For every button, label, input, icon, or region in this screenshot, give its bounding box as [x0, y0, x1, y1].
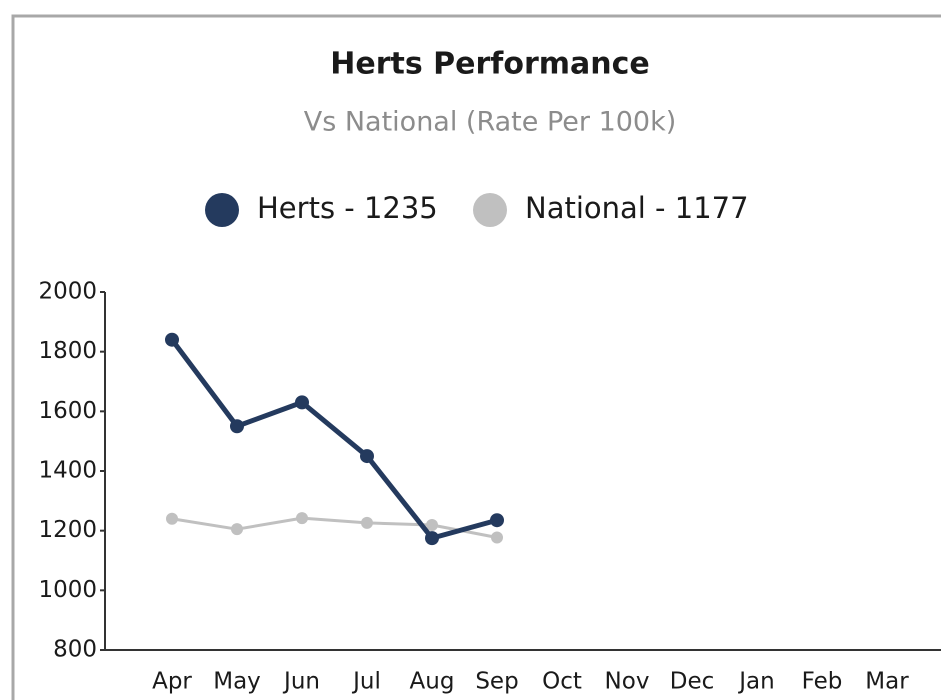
data-point — [491, 531, 503, 544]
chart-title: Herts Performance — [330, 47, 649, 82]
data-point — [230, 419, 244, 434]
chart-subtitle: Vs National (Rate Per 100k) — [304, 107, 677, 138]
y-tick-label: 800 — [53, 637, 97, 663]
data-point — [166, 512, 178, 525]
y-tick-label: 1200 — [38, 517, 97, 543]
x-tick-label: Mar — [865, 669, 909, 695]
data-point — [165, 332, 179, 347]
data-point — [231, 523, 243, 536]
x-tick-label: Jan — [737, 669, 774, 695]
x-tick-label: Jul — [351, 669, 381, 695]
data-point — [296, 512, 308, 525]
data-point — [361, 516, 373, 529]
data-point — [426, 518, 438, 531]
frame — [11, 14, 941, 700]
x-tick-label: Oct — [542, 669, 582, 695]
x-tick-label: Dec — [670, 669, 715, 695]
x-tick-label: Aug — [410, 669, 455, 695]
data-point — [425, 531, 439, 546]
y-tick-label: 1400 — [38, 458, 97, 484]
series-line — [171, 516, 498, 540]
data-point — [490, 513, 504, 528]
data-point — [295, 395, 309, 410]
x-tick-label: Sep — [475, 669, 518, 695]
x-tick-label: May — [213, 669, 261, 695]
data-point — [360, 449, 374, 464]
y-tick-label: 1000 — [38, 577, 97, 603]
series-line — [170, 338, 498, 541]
legend-marker — [473, 193, 507, 227]
y-tick-label: 2000 — [38, 279, 97, 305]
legend-label: Herts - 1235 — [257, 191, 438, 225]
legend-label: National - 1177 — [525, 191, 749, 225]
y-tick-label: 1800 — [38, 338, 97, 364]
x-tick-label: Nov — [605, 669, 650, 695]
x-tick-label: Feb — [802, 669, 843, 695]
y-tick-label: 1600 — [38, 398, 97, 424]
x-tick-label: Apr — [152, 669, 192, 695]
legend-marker — [205, 193, 239, 227]
x-tick-label: Jun — [282, 669, 320, 695]
